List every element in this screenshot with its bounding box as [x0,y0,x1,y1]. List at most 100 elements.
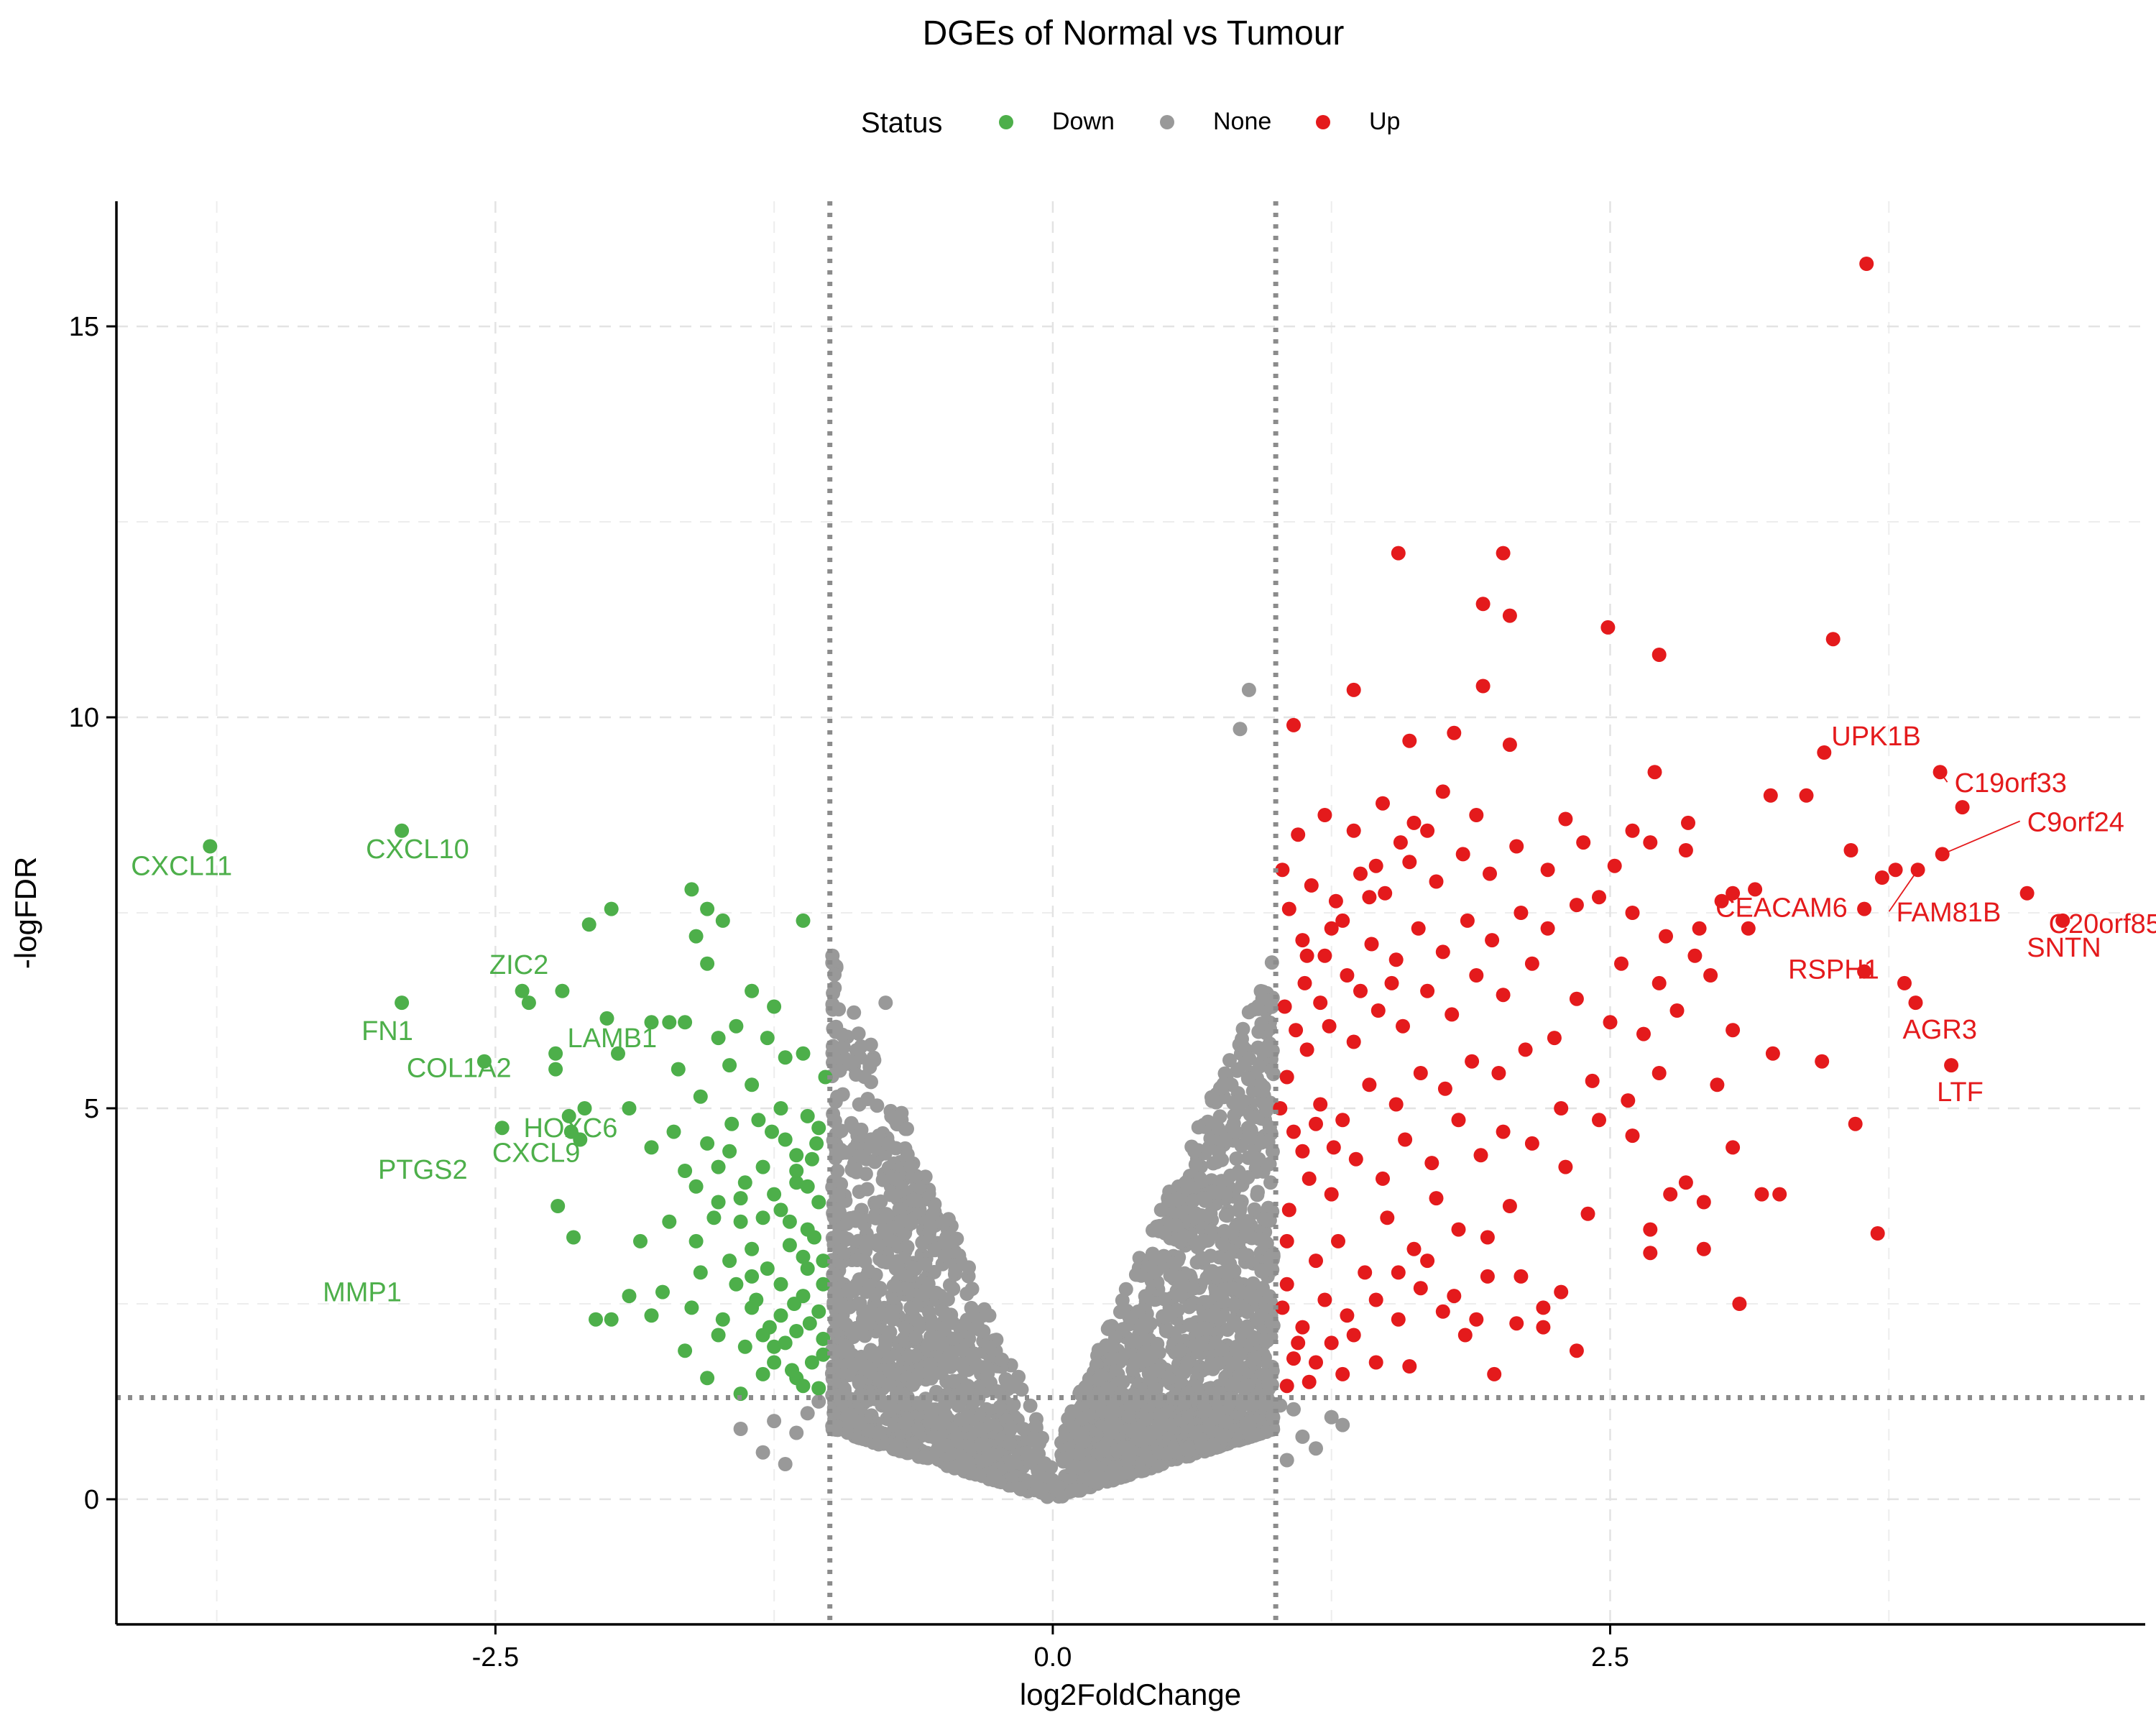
data-points [203,257,2070,1504]
point-down [684,1300,699,1315]
point-up [1908,995,1923,1011]
point-none [981,1340,996,1355]
point-none [974,1437,989,1452]
point-down [573,1132,588,1147]
legend-title: Status [861,107,942,139]
point-none [1013,1481,1028,1496]
point-down [760,1031,775,1046]
point-up [2055,913,2070,928]
point-up [1696,1241,1711,1256]
point-none [861,1264,876,1279]
point-none [860,1182,875,1197]
point-none [825,955,840,970]
point-none [923,1330,938,1344]
point-up [1335,913,1350,928]
point-none [1080,1455,1095,1471]
point-none [829,1019,844,1034]
point-none [1227,1264,1242,1279]
point-up [1483,866,1497,881]
point-none [866,1435,881,1450]
legend-label-none: None [1213,108,1271,135]
point-down [751,1113,766,1128]
gene-label-cxcl11: CXCL11 [131,852,232,882]
point-down [599,1011,614,1026]
point-none [755,1445,770,1460]
point-none [913,1397,928,1412]
point-none [946,1374,962,1389]
point-down [782,1214,797,1229]
point-up [1502,1199,1517,1213]
point-up [1473,1148,1488,1163]
x-tick-label: -2.5 [472,1642,519,1673]
point-none [1228,1124,1243,1139]
point-up [1469,808,1484,822]
point-none [1250,1187,1265,1202]
point-down [521,995,536,1011]
point-up [1817,745,1832,760]
point-none [1147,1265,1162,1280]
point-down [722,1058,737,1073]
gene-label-c20orf85: C20orf85 [2049,909,2156,939]
point-none [1261,1043,1276,1058]
point-none [849,1043,864,1058]
point-up [1491,1066,1506,1080]
point-none [1151,1363,1166,1378]
point-up [1592,890,1606,905]
point-none [1253,1059,1267,1074]
point-none [1226,1095,1241,1110]
point-down [765,1124,779,1139]
point-down [816,1254,831,1269]
point-up [1420,823,1435,838]
point-up [1558,811,1573,827]
point-none [1205,1425,1220,1440]
legend-label-down: Down [1052,108,1115,135]
point-none [1219,1414,1234,1430]
point-up [1295,933,1310,948]
chart-title: DGEs of Normal vs Tumour [923,14,1345,52]
point-none [986,1468,1001,1482]
point-none [1134,1463,1149,1478]
point-none [935,1335,950,1350]
gene-labels: CXCL11 CXCL10 ZIC2 FN1 LAMB1 COL1A2 HOXC6CXCL9… [131,722,2156,1307]
point-down [773,1101,788,1116]
point-down [633,1233,648,1248]
point-up [1580,1206,1595,1221]
point-none [1186,1281,1201,1296]
point-none [923,1357,938,1371]
point-down [818,1070,833,1085]
point-none [1229,1151,1244,1166]
point-none [832,1063,847,1078]
point-none [976,1324,991,1339]
point-none [1115,1293,1130,1308]
point-down [644,1308,659,1323]
point-none [1006,1397,1021,1412]
point-up [1346,1328,1361,1343]
point-none [1170,1192,1185,1208]
point-down [684,882,699,897]
point-none [893,1266,908,1281]
point-none [1258,1213,1273,1228]
point-up [1569,991,1584,1006]
point-none [1173,1343,1188,1358]
gene-label-ptgs2: PTGS2 [378,1155,468,1185]
point-none [1020,1445,1035,1460]
point-none [826,1360,841,1375]
point-up [1888,862,1903,878]
point-none [886,1279,901,1294]
point-up [1313,1097,1328,1112]
x-axis-title: log2FoldChange [1020,1678,1241,1711]
point-down [778,1132,793,1147]
point-down [678,1164,693,1178]
point-none [1191,1120,1206,1135]
point-none [1133,1394,1148,1409]
point-up [1299,948,1314,963]
point-up [1509,839,1524,854]
point-none [908,1193,923,1208]
point-none [1215,1236,1230,1251]
point-none [874,1306,889,1321]
point-down [700,1136,715,1151]
point-up [1317,1292,1332,1307]
point-up [1286,717,1301,732]
point-none [1197,1233,1212,1248]
point-up [1295,1144,1310,1159]
